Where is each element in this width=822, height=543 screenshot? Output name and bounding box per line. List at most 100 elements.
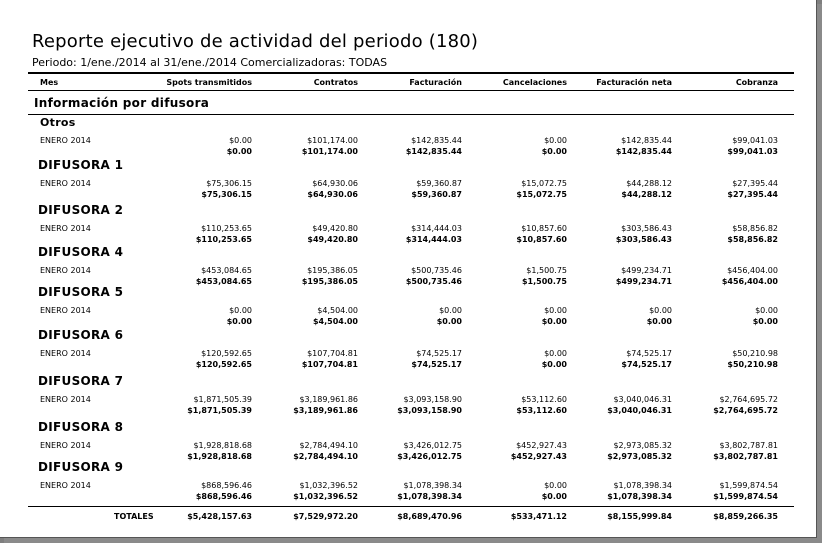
month-label: ENERO 2014 (40, 441, 91, 450)
group-name: DIFUSORA 5 (38, 285, 124, 299)
header-top-rule (28, 72, 794, 74)
column-header-spots: Spots transmitidos (166, 78, 252, 87)
group-name: DIFUSORA 1 (38, 158, 124, 172)
value-cancelaciones: $0.00 (544, 349, 567, 358)
column-header-facturacion: Facturación (409, 78, 462, 87)
subtotal-cobranza: $1,599,874.54 (713, 492, 778, 501)
subtotal-spots: $868,596.46 (195, 492, 252, 501)
month-label: ENERO 2014 (40, 136, 91, 145)
month-label: ENERO 2014 (40, 266, 91, 275)
totals-label: TOTALES (114, 512, 154, 521)
subtotal-facturacion-neta: $1,078,398.34 (607, 492, 672, 501)
subtotal-cobranza: $27,395.44 (727, 190, 778, 199)
value-spots: $75,306.15 (206, 179, 252, 188)
value-facturacion-neta: $303,586.43 (621, 224, 672, 233)
value-facturacion: $142,835.44 (411, 136, 462, 145)
subtotal-spots: $453,084.65 (195, 277, 252, 286)
value-contratos: $64,930.06 (312, 179, 358, 188)
total-contratos: $7,529,972.20 (293, 512, 358, 521)
value-spots: $0.00 (229, 306, 252, 315)
value-contratos: $107,704.81 (307, 349, 358, 358)
month-label: ENERO 2014 (40, 481, 91, 490)
group-name: DIFUSORA 4 (38, 245, 124, 259)
column-header-mes: Mes (40, 78, 59, 87)
value-facturacion-neta: $1,078,398.34 (613, 481, 672, 490)
value-facturacion-neta: $2,973,085.32 (613, 441, 672, 450)
subtotal-contratos: $107,704.81 (301, 360, 358, 369)
value-spots: $120,592.65 (201, 349, 252, 358)
section-rule (28, 114, 794, 115)
value-contratos: $2,784,494.10 (299, 441, 358, 450)
subtotal-contratos: $195,386.05 (301, 277, 358, 286)
subtotal-cancelaciones: $0.00 (541, 492, 567, 501)
report-period: Periodo: 1/ene./2014 al 31/ene./2014 Com… (32, 56, 388, 69)
subtotal-contratos: $64,930.06 (307, 190, 358, 199)
value-facturacion: $0.00 (439, 306, 462, 315)
page-shadow-bottom (4, 538, 822, 543)
value-contratos: $3,189,961.86 (299, 395, 358, 404)
subtotal-contratos: $49,420.80 (307, 235, 358, 244)
total-cancelaciones: $533,471.12 (510, 512, 567, 521)
column-header-facturacion-neta: Facturación neta (596, 78, 672, 87)
subtotal-facturacion: $0.00 (436, 317, 462, 326)
group-name: Otros (40, 116, 76, 129)
group-name: DIFUSORA 8 (38, 420, 124, 434)
value-cobranza: $1,599,874.54 (719, 481, 778, 490)
value-spots: $868,596.46 (201, 481, 252, 490)
month-label: ENERO 2014 (40, 179, 91, 188)
subtotal-cancelaciones: $0.00 (541, 317, 567, 326)
subtotal-cancelaciones: $1,500.75 (521, 277, 567, 286)
total-cobranza: $8,859,266.35 (713, 512, 778, 521)
value-contratos: $1,032,396.52 (299, 481, 358, 490)
value-facturacion-neta: $74,525.17 (626, 349, 672, 358)
value-contratos: $195,386.05 (307, 266, 358, 275)
value-facturacion-neta: $142,835.44 (621, 136, 672, 145)
column-header-cobranza: Cobranza (735, 78, 778, 87)
subtotal-facturacion-neta: $44,288.12 (621, 190, 672, 199)
group-name: DIFUSORA 2 (38, 203, 124, 217)
value-cobranza: $27,395.44 (732, 179, 778, 188)
subtotal-cancelaciones: $0.00 (541, 360, 567, 369)
value-contratos: $101,174.00 (307, 136, 358, 145)
subtotal-contratos: $3,189,961.86 (293, 406, 358, 415)
subtotal-spots: $110,253.65 (195, 235, 252, 244)
value-cobranza: $3,802,787.81 (719, 441, 778, 450)
subtotal-facturacion: $3,426,012.75 (397, 452, 462, 461)
subtotal-facturacion: $59,360.87 (411, 190, 462, 199)
value-cancelaciones: $452,927.43 (516, 441, 567, 450)
value-cobranza: $50,210.98 (732, 349, 778, 358)
value-contratos: $49,420.80 (312, 224, 358, 233)
subtotal-spots: $0.00 (226, 317, 252, 326)
subtotal-facturacion-neta: $3,040,046.31 (607, 406, 672, 415)
page-shadow-right (817, 4, 822, 543)
subtotal-cobranza: $456,404.00 (721, 277, 778, 286)
subtotal-cancelaciones: $53,112.60 (516, 406, 567, 415)
value-spots: $1,871,505.39 (193, 395, 252, 404)
month-label: ENERO 2014 (40, 224, 91, 233)
value-spots: $1,928,818.68 (193, 441, 252, 450)
value-cobranza: $2,764,695.72 (719, 395, 778, 404)
value-cancelaciones: $1,500.75 (526, 266, 567, 275)
subtotal-spots: $75,306.15 (201, 190, 252, 199)
total-facturacion-neta: $8,155,999.84 (607, 512, 672, 521)
month-label: ENERO 2014 (40, 349, 91, 358)
group-name: DIFUSORA 6 (38, 328, 124, 342)
value-facturacion-neta: $3,040,046.31 (613, 395, 672, 404)
subtotal-spots: $0.00 (226, 147, 252, 156)
subtotal-facturacion: $74,525.17 (411, 360, 462, 369)
value-cobranza: $58,856.82 (732, 224, 778, 233)
header-bottom-rule (28, 90, 794, 91)
value-facturacion-neta: $499,234.71 (621, 266, 672, 275)
subtotal-facturacion-neta: $74,525.17 (621, 360, 672, 369)
section-title: Información por difusora (34, 96, 210, 110)
value-facturacion: $74,525.17 (416, 349, 462, 358)
value-facturacion: $1,078,398.34 (403, 481, 462, 490)
total-spots: $5,428,157.63 (187, 512, 252, 521)
group-name: DIFUSORA 7 (38, 374, 124, 388)
subtotal-cobranza: $2,764,695.72 (713, 406, 778, 415)
subtotal-facturacion-neta: $2,973,085.32 (607, 452, 672, 461)
subtotal-cancelaciones: $0.00 (541, 147, 567, 156)
subtotal-facturacion: $3,093,158.90 (397, 406, 462, 415)
month-label: ENERO 2014 (40, 395, 91, 404)
